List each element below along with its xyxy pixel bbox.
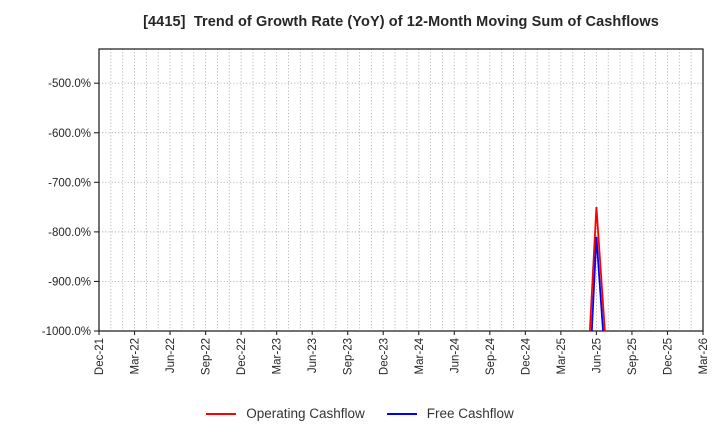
plot-border (98, 48, 704, 332)
legend-swatch-operating-cashflow (206, 412, 237, 416)
series-line-free-cashflow (590, 236, 604, 331)
x-tick-label: Dec-21 (94, 338, 106, 375)
x-tick-label: Mar-25 (556, 338, 568, 374)
chart-title: [4415] Trend of Growth Rate (YoY) of 12-… (143, 14, 659, 30)
x-tick-label: Jun-24 (449, 337, 461, 373)
x-tick-label: Sep-25 (627, 338, 639, 375)
legend-item-free-cashflow: Free Cashflow (386, 404, 514, 424)
y-tick-label: -500.0% (48, 78, 91, 90)
x-tick-label: Dec-23 (378, 338, 390, 375)
legend-item-operating-cashflow: Operating Cashflow (206, 404, 365, 424)
y-tick-label: -700.0% (48, 177, 91, 189)
x-tick-label: Sep-23 (343, 338, 355, 375)
x-tick-label: Jun-23 (307, 338, 319, 373)
x-tick-label: Jun-25 (591, 338, 603, 373)
x-tick-label: Mar-23 (272, 338, 284, 374)
legend-swatch-free-cashflow (386, 412, 417, 416)
x-tick-label: Dec-25 (662, 338, 674, 375)
y-tick-label: -800.0% (48, 227, 91, 239)
legend-label-operating-cashflow: Operating Cashflow (246, 406, 365, 421)
x-tick-label: Sep-24 (485, 337, 497, 375)
x-tick-label: Sep-22 (201, 338, 213, 375)
y-tick-label: -600.0% (48, 128, 91, 140)
y-tick-label: -900.0% (48, 276, 91, 288)
x-tick-label: Mar-22 (130, 338, 142, 374)
x-tick-label: Jun-22 (165, 338, 177, 373)
legend-label-free-cashflow: Free Cashflow (426, 406, 514, 421)
legend: Operating Cashflow Free Cashflow (0, 404, 720, 424)
x-tick-label: Mar-26 (698, 338, 710, 374)
series-line-operating-cashflow (588, 207, 606, 331)
x-tick-label: Mar-24 (414, 337, 426, 374)
x-tick-label: Dec-22 (236, 338, 248, 375)
x-tick-label: Dec-24 (520, 337, 532, 375)
y-tick-label: -1000.0% (42, 326, 91, 338)
